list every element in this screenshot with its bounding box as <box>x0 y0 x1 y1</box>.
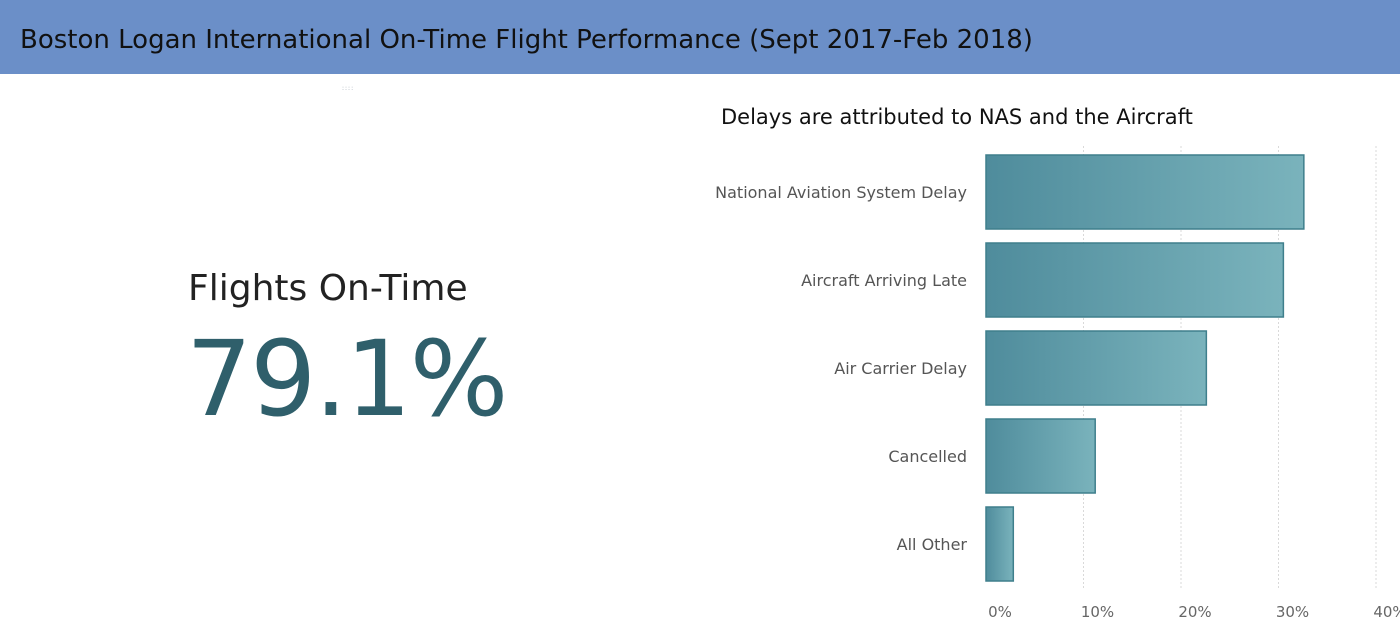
dashboard-header: Boston Logan International On-Time Fligh… <box>0 0 1400 74</box>
category-label: Air Carrier Delay <box>834 359 967 378</box>
chart-x-axis: 0% 10% 20% 30% 40% <box>988 603 1400 621</box>
bar-air-carrier-delay[interactable] <box>985 330 1208 406</box>
delay-bar-chart: National Aviation System Delay Aircraft A… <box>715 146 1400 621</box>
x-tick-label: 30% <box>1276 603 1309 621</box>
category-label: Aircraft Arriving Late <box>801 271 967 290</box>
chart-bars <box>985 154 1305 582</box>
x-tick-label: 40% <box>1373 603 1400 621</box>
category-label: All Other <box>897 535 968 554</box>
kpi-label: Flights On-Time <box>188 268 468 309</box>
chart-title: Delays are attributed to NAS and the Air… <box>721 105 1193 129</box>
dashboard-title: Boston Logan International On-Time Fligh… <box>20 25 1033 55</box>
drag-grip-icon[interactable]: :::: <box>342 85 355 92</box>
chart-category-labels: National Aviation System Delay Aircraft A… <box>715 183 967 554</box>
bar-aircraft-arriving-late[interactable] <box>985 242 1285 318</box>
x-tick-label: 0% <box>988 603 1012 621</box>
category-label: National Aviation System Delay <box>715 183 967 202</box>
x-tick-label: 10% <box>1081 603 1114 621</box>
bar-all-other[interactable] <box>985 506 1015 582</box>
bar-cancelled[interactable] <box>985 418 1096 494</box>
category-label: Cancelled <box>888 447 967 466</box>
x-tick-label: 20% <box>1178 603 1211 621</box>
kpi-value: 79.1% <box>186 318 508 440</box>
bar-national-aviation-system-delay[interactable] <box>985 154 1305 230</box>
